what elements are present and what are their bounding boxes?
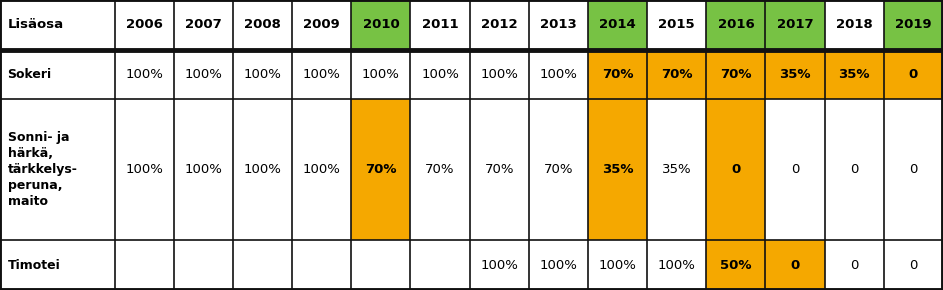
Bar [706, 240, 766, 290]
Text: 0: 0 [909, 259, 918, 272]
Text: 70%: 70% [365, 163, 397, 176]
Text: 100%: 100% [303, 163, 340, 176]
Text: 100%: 100% [303, 68, 340, 81]
Text: 2017: 2017 [777, 18, 814, 31]
Text: 0: 0 [731, 163, 740, 176]
Text: 50%: 50% [720, 259, 752, 272]
Text: 35%: 35% [779, 68, 811, 81]
Text: 2009: 2009 [304, 18, 340, 31]
Bar [352, 0, 410, 50]
Bar [766, 0, 825, 50]
Text: Lisäosa: Lisäosa [8, 18, 64, 31]
Text: 2006: 2006 [125, 18, 162, 31]
Text: 0: 0 [790, 259, 800, 272]
Text: 2008: 2008 [244, 18, 281, 31]
Text: Sonni- ja
härkä,
tärkkelys-
peruna,
maito: Sonni- ja härkä, tärkkelys- peruna, mait… [8, 131, 77, 208]
Bar [352, 99, 410, 240]
Text: 100%: 100% [125, 163, 163, 176]
Bar [647, 50, 706, 99]
Text: 70%: 70% [661, 68, 692, 81]
Bar [766, 240, 825, 290]
Bar [706, 0, 766, 50]
Text: 0: 0 [791, 163, 800, 176]
Text: 100%: 100% [539, 68, 577, 81]
Text: 100%: 100% [480, 68, 518, 81]
Text: 70%: 70% [720, 68, 752, 81]
Text: 0: 0 [909, 163, 918, 176]
Text: 100%: 100% [185, 163, 223, 176]
Text: Sokeri: Sokeri [8, 68, 52, 81]
Text: 2015: 2015 [658, 18, 695, 31]
Text: 2019: 2019 [895, 18, 932, 31]
Text: 100%: 100% [658, 259, 696, 272]
Text: 100%: 100% [599, 259, 637, 272]
Bar [588, 0, 647, 50]
Text: 100%: 100% [539, 259, 577, 272]
Text: 35%: 35% [838, 68, 870, 81]
Text: 100%: 100% [243, 68, 282, 81]
Bar [766, 50, 825, 99]
Text: 2014: 2014 [599, 18, 636, 31]
Text: 0: 0 [909, 68, 918, 81]
Text: 70%: 70% [544, 163, 573, 176]
Text: 70%: 70% [485, 163, 514, 176]
Text: 35%: 35% [662, 163, 691, 176]
Text: Timotei: Timotei [8, 259, 60, 272]
Bar [884, 50, 943, 99]
Text: 35%: 35% [602, 163, 634, 176]
Bar [884, 0, 943, 50]
Text: 100%: 100% [243, 163, 282, 176]
Text: 70%: 70% [602, 68, 634, 81]
Text: 2010: 2010 [362, 18, 399, 31]
Text: 2007: 2007 [185, 18, 222, 31]
Text: 2012: 2012 [481, 18, 518, 31]
Text: 2013: 2013 [540, 18, 577, 31]
Bar [825, 50, 884, 99]
Bar [588, 99, 647, 240]
Text: 0: 0 [850, 163, 858, 176]
Text: 0: 0 [850, 259, 858, 272]
Text: 100%: 100% [185, 68, 223, 81]
Text: 70%: 70% [425, 163, 455, 176]
Text: 100%: 100% [422, 68, 459, 81]
Text: 100%: 100% [480, 259, 518, 272]
Bar [588, 50, 647, 99]
Text: 100%: 100% [362, 68, 400, 81]
Bar [706, 99, 766, 240]
Text: 100%: 100% [125, 68, 163, 81]
Bar [706, 50, 766, 99]
Text: 2011: 2011 [422, 18, 458, 31]
Text: 2016: 2016 [718, 18, 754, 31]
Text: 2018: 2018 [835, 18, 872, 31]
